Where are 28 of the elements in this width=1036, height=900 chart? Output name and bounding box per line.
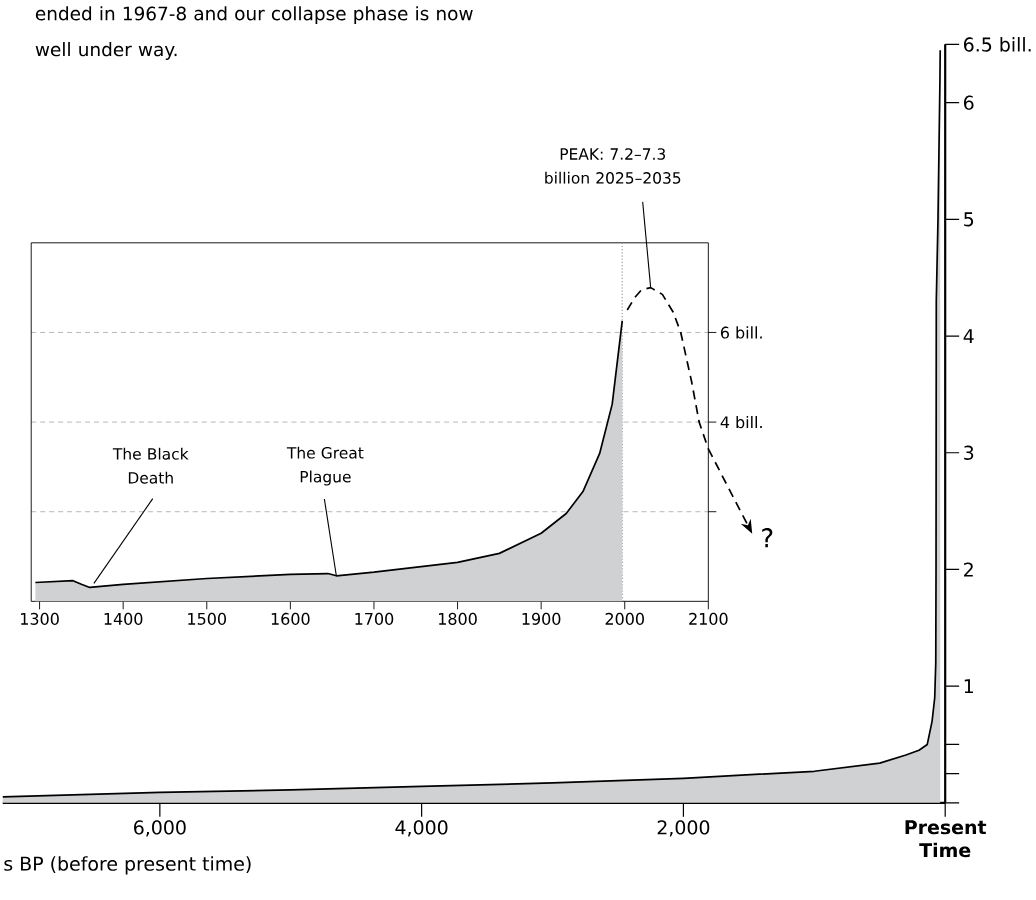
y-tick-label: 6: [964, 95, 974, 111]
x-tick-label: 2000: [605, 613, 644, 626]
x-tick-label: 1800: [439, 613, 477, 626]
y-tick-label: 3: [964, 445, 974, 461]
x-tick-label: 2100: [689, 613, 728, 626]
annotation: The Black Death: [112, 448, 189, 484]
x-axis-title: s BP (before present time): [4, 856, 251, 875]
y-tick-label: 2: [964, 562, 973, 577]
x-tick-label: 1500: [188, 613, 226, 626]
x-tick-label: 1900: [522, 613, 561, 626]
y-tick-label: 4: [963, 329, 974, 344]
x-tick-label: 1700: [355, 613, 394, 626]
x-tick-label: 6,000: [134, 820, 186, 837]
y-tick-label: 6 bill.: [720, 326, 762, 339]
y-tick-label: 4 bill.: [720, 416, 762, 429]
annotation: PEAK: 7.2–7.3 billion 2025–2035: [545, 148, 681, 185]
x-tick-label: 1300: [21, 613, 59, 626]
annotation: The Great Plague: [286, 446, 364, 486]
x-tick-label: 4,000: [395, 820, 448, 837]
annotation: ended in 1967-8 and our collapse phase is now well under way.: [35, 6, 473, 61]
annotation: ?: [762, 528, 773, 548]
x-tick-label: 1400: [104, 613, 143, 626]
x-tick-label: Present Time: [905, 820, 987, 858]
y-tick-label: 5: [964, 212, 974, 227]
x-tick-label: 1600: [271, 613, 310, 626]
x-tick-label: 2,000: [657, 820, 710, 837]
y-tick-label: 6.5 bill.: [964, 37, 1031, 52]
y-tick-label: 1: [964, 679, 973, 694]
